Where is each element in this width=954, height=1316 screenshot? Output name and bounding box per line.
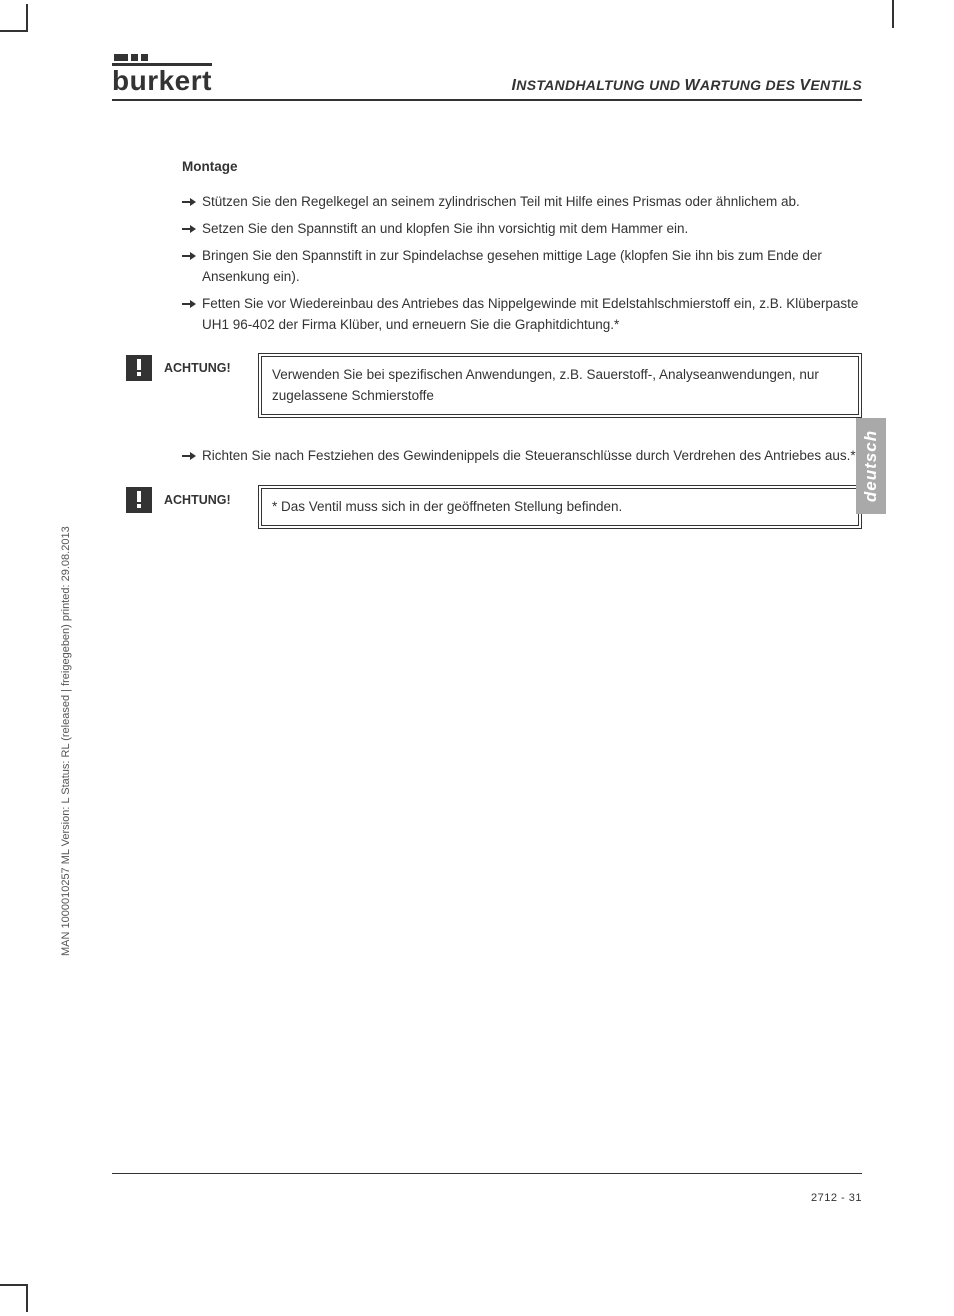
warning-block: ACHTUNG! * Das Ventil muss sich in der g… (126, 485, 862, 529)
logo: burkert (112, 54, 212, 95)
list-item-text: Bringen Sie den Spannstift in zur Spinde… (202, 246, 862, 288)
arrow-icon (182, 248, 200, 266)
warning-text: * Das Ventil muss sich in der geöffneten… (261, 488, 859, 526)
arrow-icon (182, 296, 200, 314)
warning-icon (126, 355, 152, 381)
page-number: 2712 - 31 (811, 1192, 862, 1204)
warning-label: ACHTUNG! (164, 353, 246, 378)
list-item-text: Fetten Sie vor Wiedereinbau des Antriebe… (202, 294, 862, 336)
side-meta-text: MAN 1000010257 ML Version: L Status: RL … (60, 526, 72, 956)
crop-mark (0, 1284, 28, 1286)
section-title: Montage (182, 157, 862, 178)
list-item: Setzen Sie den Spannstift an und klopfen… (182, 219, 862, 240)
list-item: Richten Sie nach Festziehen des Gewinden… (182, 446, 862, 467)
arrow-icon (182, 221, 200, 239)
list-item-text: Setzen Sie den Spannstift an und klopfen… (202, 219, 862, 240)
list-item: Bringen Sie den Spannstift in zur Spinde… (182, 246, 862, 288)
list-item-text: Stützen Sie den Regelkegel an seinem zyl… (202, 192, 862, 213)
list-item: Stützen Sie den Regelkegel an seinem zyl… (182, 192, 862, 213)
logo-text: burkert (112, 63, 212, 95)
list-item-text: Richten Sie nach Festziehen des Gewinden… (202, 446, 862, 467)
footer-rule (112, 1173, 862, 1174)
arrow-icon (182, 448, 200, 466)
page-content: burkert INSTANDHALTUNG UND WARTUNG DES V… (112, 54, 862, 1234)
logo-dots (114, 54, 148, 61)
warning-text: Verwenden Sie bei spezifischen Anwendung… (261, 356, 859, 415)
header-title: INSTANDHALTUNG UND WARTUNG DES VENTILS (512, 77, 862, 95)
arrow-icon (182, 194, 200, 212)
warning-box: * Das Ventil muss sich in der geöffneten… (258, 485, 862, 529)
language-tab: deutsch (856, 418, 886, 514)
main-content: Montage Stützen Sie den Regelkegel an se… (112, 101, 862, 529)
list-item: Fetten Sie vor Wiedereinbau des Antriebe… (182, 294, 862, 336)
page-header: burkert INSTANDHALTUNG UND WARTUNG DES V… (112, 54, 862, 101)
warning-label: ACHTUNG! (164, 485, 246, 510)
language-tab-text: deutsch (861, 430, 881, 502)
crop-mark (892, 0, 894, 28)
warning-box: Verwenden Sie bei spezifischen Anwendung… (258, 353, 862, 418)
warning-icon (126, 487, 152, 513)
crop-mark (0, 30, 28, 32)
warning-block: ACHTUNG! Verwenden Sie bei spezifischen … (126, 353, 862, 418)
